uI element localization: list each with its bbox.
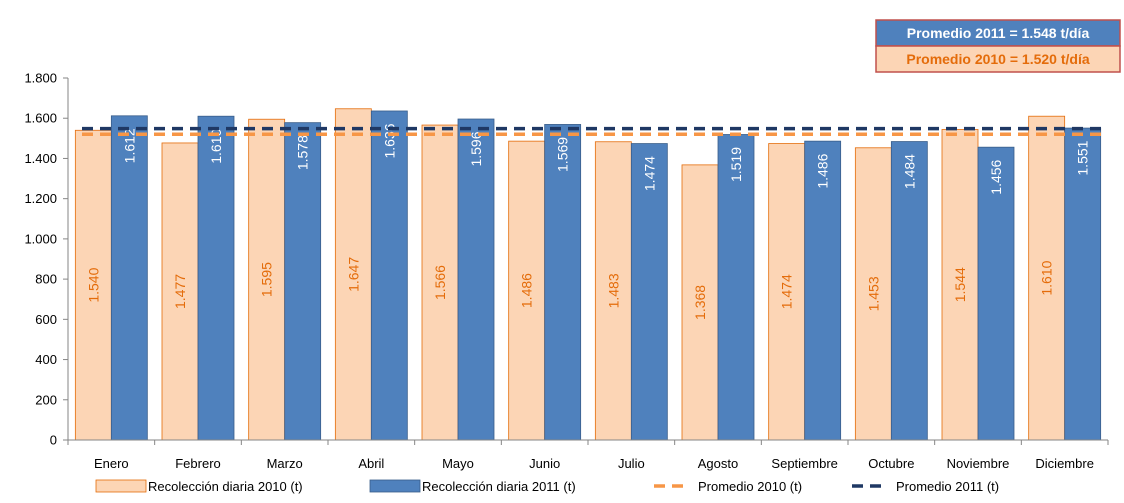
bar-2010 — [854, 147, 892, 441]
legend-label: Recolección diaria 2011 (t) — [422, 479, 576, 494]
y-tick-label: 1.800 — [24, 71, 57, 86]
bar-label-2011: 1.519 — [728, 147, 744, 182]
bar-2011 — [717, 134, 755, 441]
bar-label-2010: 1.544 — [952, 267, 968, 302]
bar-label-2010: 1.610 — [1039, 260, 1055, 295]
bar-label-2010: 1.368 — [692, 285, 708, 320]
average-2011-text: Promedio 2011 = 1.548 t/día — [907, 25, 1090, 41]
average-2011-box — [875, 19, 1121, 47]
y-tick-label: 1.000 — [24, 231, 57, 246]
bar-label-2010: 1.540 — [85, 267, 101, 302]
average-annotations: Promedio 2011 = 1.548 t/día Promedio 2010… — [875, 19, 1121, 73]
bar-2011 — [110, 115, 148, 441]
x-tick-label: Febrero — [175, 456, 221, 471]
bar-2010 — [74, 129, 112, 441]
x-axis: Enero Febrero Marzo Abril Mayo Junio Julio Agos… — [67, 439, 1109, 471]
bar-label-2010: 1.486 — [519, 273, 535, 308]
bar-label-2011: 1.636 — [381, 123, 397, 158]
bar-label-2011: 1.474 — [641, 156, 657, 191]
y-tick-label: 0 — [50, 433, 57, 448]
bar-label-2010: 1.483 — [605, 273, 621, 308]
legend-swatch — [95, 479, 147, 493]
bar-label-2011: 1.551 — [1075, 140, 1091, 175]
bar-label-2011: 1.612 — [121, 128, 137, 163]
bar-2011 — [977, 146, 1015, 441]
average-lines — [82, 126, 1104, 137]
x-tick-label: Noviembre — [947, 456, 1010, 471]
bar-2010 — [941, 129, 979, 441]
bar-label-2011: 1.596 — [468, 131, 484, 166]
bar-2010 — [248, 118, 286, 441]
x-tick-label: Marzo — [267, 456, 303, 471]
bar-2010 — [508, 140, 546, 441]
bar-2011 — [457, 118, 495, 441]
bar-2011 — [890, 141, 928, 441]
bar-label-2010: 1.453 — [865, 276, 881, 311]
bar-2011 — [284, 122, 322, 441]
average-2010-box — [875, 45, 1121, 73]
bar-2010 — [594, 141, 632, 441]
y-tick-label: 1.400 — [24, 151, 57, 166]
legend-label: Recolección diaria 2010 (t) — [148, 479, 303, 494]
bars: 1.540 1.612 1.477 1.610 1.595 1.578 1.647 1.636… — [74, 108, 1102, 441]
bar-label-2010: 1.647 — [345, 257, 361, 292]
y-axis: 0 200 400 600 800 1.000 1.200 1.400 1.600 1.800 — [24, 71, 69, 448]
bar-label-2011: 1.569 — [555, 137, 571, 172]
x-tick-label: Mayo — [442, 456, 474, 471]
legend-label: Promedio 2010 (t) — [698, 479, 802, 494]
bar-2010 — [768, 143, 806, 441]
y-tick-label: 800 — [35, 272, 57, 287]
bar-label-2011: 1.578 — [295, 135, 311, 170]
x-tick-label: Septiembre — [771, 456, 837, 471]
x-tick-label: Agosto — [698, 456, 738, 471]
bar-label-2010: 1.595 — [259, 262, 275, 297]
x-tick-label: Enero — [94, 456, 129, 471]
y-tick-label: 400 — [35, 352, 57, 367]
bar-2011 — [197, 115, 235, 441]
bar-2010 — [681, 164, 719, 441]
bar-label-2011: 1.610 — [208, 128, 224, 163]
bar-2011 — [630, 143, 668, 441]
y-tick-label: 200 — [35, 392, 57, 407]
bar-2010 — [161, 142, 199, 441]
legend-swatch — [369, 479, 421, 493]
bar-label-2011: 1.486 — [815, 153, 831, 188]
x-tick-label: Octubre — [868, 456, 914, 471]
bar-label-2011: 1.456 — [988, 159, 1004, 194]
y-tick-label: 1.600 — [24, 111, 57, 126]
bar-label-2010: 1.474 — [779, 274, 795, 309]
bar-2010 — [1028, 115, 1066, 441]
bar-label-2010: 1.477 — [172, 274, 188, 309]
legend: Recolección diaria 2010 (t) Recolección d… — [95, 479, 999, 494]
bar-label-2010: 1.566 — [432, 265, 448, 300]
x-tick-label: Diciembre — [1035, 456, 1094, 471]
average-2010-text: Promedio 2010 = 1.520 t/día — [906, 51, 1089, 67]
bar-2011 — [1064, 127, 1102, 441]
bar-label-2011: 1.484 — [901, 154, 917, 189]
legend-label: Promedio 2011 (t) — [896, 479, 999, 494]
bar-2010 — [334, 108, 372, 441]
bar-2011 — [804, 140, 842, 441]
bar-2011 — [370, 110, 408, 441]
y-tick-label: 1.200 — [24, 191, 57, 206]
x-tick-label: Abril — [358, 456, 384, 471]
y-tick-label: 600 — [35, 312, 57, 327]
x-tick-label: Julio — [618, 456, 645, 471]
bar-2011 — [544, 124, 582, 441]
x-tick-label: Junio — [529, 456, 560, 471]
